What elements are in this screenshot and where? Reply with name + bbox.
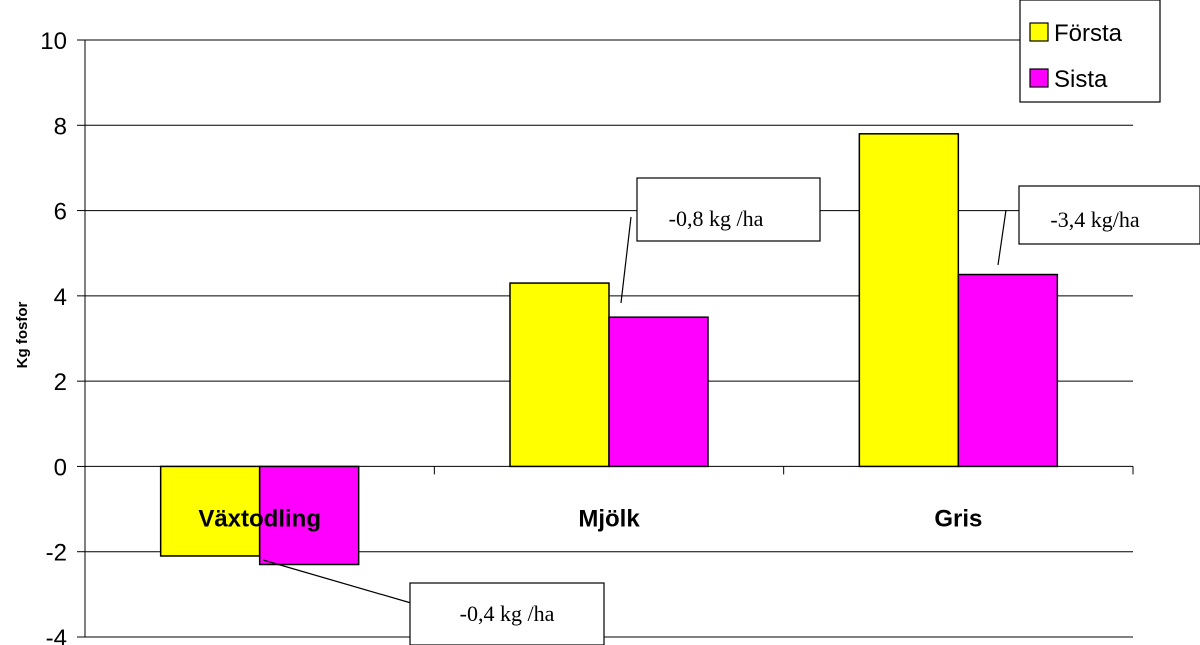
bar-sista	[608, 316, 709, 468]
bar-första	[858, 133, 960, 468]
legend-label-sista: Sista	[1054, 66, 1108, 93]
category-label: Gris	[934, 505, 982, 532]
annotations: -0,4 kg /ha -0,8 kg /ha -3,4 kg/ha	[262, 177, 1200, 645]
category-label: Växtodling	[198, 505, 321, 532]
category-labels: Växtodling Mjölk Gris	[198, 505, 982, 532]
callout-text: -0,8 kg /ha	[669, 206, 764, 231]
callout-leader-line	[620, 216, 632, 304]
y-tick-label: 0	[54, 454, 67, 481]
callout-leader-line	[997, 209, 1007, 266]
y-axis-label: Kg fosfor	[14, 302, 31, 369]
callout-box	[1018, 185, 1200, 245]
category-label: Mjölk	[578, 505, 640, 532]
y-tick-label: 6	[54, 199, 67, 226]
callout-leader-line	[262, 559, 412, 604]
callout-text: -3,4 kg/ha	[1050, 207, 1139, 232]
y-tick-label: -2	[46, 540, 67, 567]
y-tick-label: -4	[46, 625, 67, 645]
callout-text: -0,4 kg /ha	[460, 601, 555, 626]
legend-swatch-sista	[1029, 68, 1049, 88]
bar-sista	[957, 273, 1059, 468]
bar-första	[509, 282, 610, 468]
axes: -4 -2 0 2 4 6 8 10	[40, 28, 1134, 645]
callout-box	[636, 177, 821, 242]
y-tick-label: 10	[40, 28, 67, 55]
bar-första	[159, 465, 261, 557]
bar-sista	[258, 465, 360, 566]
legend-label-första: Första	[1054, 20, 1123, 47]
bars	[159, 133, 1059, 566]
y-tick-label: 4	[54, 284, 67, 311]
legend: Första Sista	[1019, 0, 1161, 103]
legend-swatch-första	[1029, 22, 1049, 42]
y-tick-label: 8	[54, 113, 67, 140]
callout-box	[409, 582, 605, 645]
y-tick-label: 2	[54, 369, 67, 396]
